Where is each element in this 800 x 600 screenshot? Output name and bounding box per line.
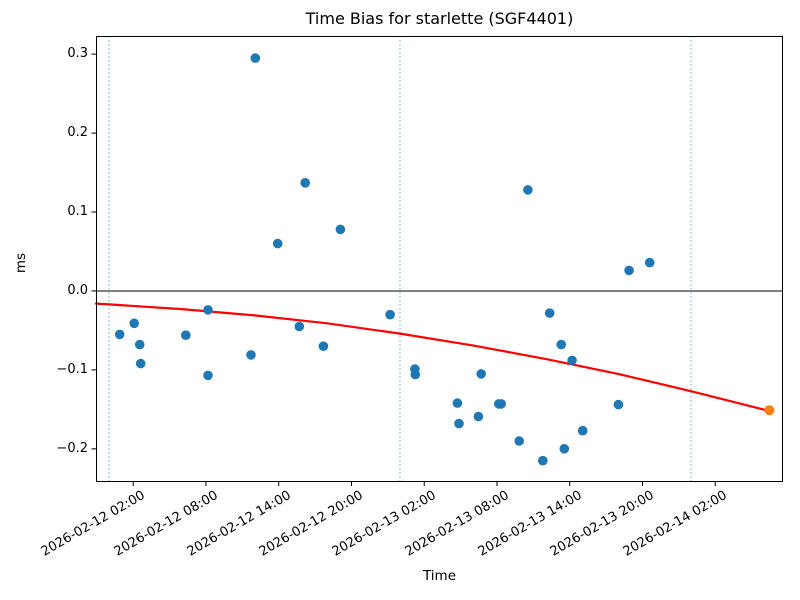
data-point bbox=[134, 339, 145, 350]
scatter-points-group bbox=[114, 53, 775, 466]
data-point bbox=[300, 178, 311, 188]
data-point bbox=[454, 418, 464, 429]
data-point bbox=[567, 355, 577, 366]
trend-line bbox=[94, 302, 771, 413]
data-point bbox=[203, 305, 213, 315]
data-point bbox=[335, 224, 346, 235]
data-point bbox=[114, 329, 125, 340]
data-point bbox=[577, 425, 588, 436]
data-point bbox=[203, 370, 213, 381]
data-point bbox=[624, 265, 634, 276]
day-boundary-lines bbox=[108, 36, 692, 482]
x-axis-label: Time bbox=[422, 568, 457, 584]
data-point bbox=[181, 330, 191, 341]
data-point bbox=[246, 350, 256, 360]
data-point bbox=[318, 341, 329, 352]
y-tick-label: −0.2 bbox=[56, 440, 88, 456]
data-point bbox=[556, 339, 566, 350]
data-point bbox=[613, 399, 624, 410]
y-tick-label: −0.1 bbox=[56, 361, 88, 377]
data-point bbox=[644, 257, 655, 268]
data-point bbox=[476, 369, 487, 379]
data-point bbox=[272, 238, 283, 249]
y-tick-label: 0.0 bbox=[67, 282, 88, 298]
data-point bbox=[559, 444, 570, 454]
data-point bbox=[523, 185, 533, 195]
tick-marks-group bbox=[91, 53, 716, 486]
axes-border bbox=[96, 36, 783, 482]
y-axis-label: ms bbox=[13, 252, 29, 274]
latest-data-point bbox=[764, 405, 775, 416]
y-tick-label: 0.2 bbox=[67, 125, 88, 141]
data-point bbox=[473, 411, 484, 422]
data-point bbox=[250, 53, 261, 63]
data-point bbox=[514, 436, 524, 446]
data-point bbox=[538, 455, 548, 466]
data-point bbox=[496, 399, 507, 409]
data-point bbox=[452, 398, 463, 408]
data-point bbox=[135, 358, 146, 369]
y-tick-label: 0.1 bbox=[67, 204, 88, 220]
data-point bbox=[410, 369, 421, 380]
data-point bbox=[544, 308, 555, 318]
y-tick-label: 0.3 bbox=[67, 46, 88, 62]
data-point bbox=[129, 318, 139, 329]
axes-border-group bbox=[96, 36, 783, 482]
data-point bbox=[294, 321, 305, 332]
trend-line-group bbox=[94, 302, 771, 413]
data-point bbox=[385, 309, 395, 320]
chart-title: Time Bias for starlette (SGF4401) bbox=[305, 9, 574, 28]
